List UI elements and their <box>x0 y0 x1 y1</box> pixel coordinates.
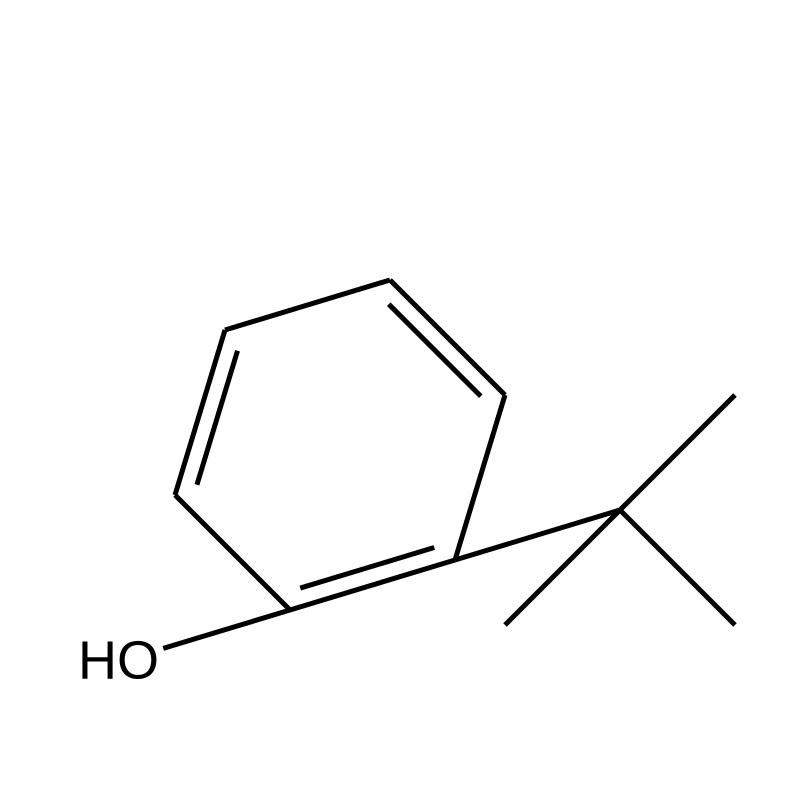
bond-line <box>197 351 238 485</box>
bond-line <box>163 610 290 648</box>
bond-line <box>389 304 481 396</box>
bond-line <box>225 280 390 330</box>
bond-line <box>455 395 505 560</box>
molecule-diagram: HO <box>0 0 800 800</box>
bond-line <box>390 280 505 395</box>
bond-line <box>620 395 735 510</box>
bond-line <box>300 547 434 588</box>
bond-line <box>175 495 290 610</box>
atom-label: HO <box>78 630 159 690</box>
bond-line <box>620 510 735 625</box>
